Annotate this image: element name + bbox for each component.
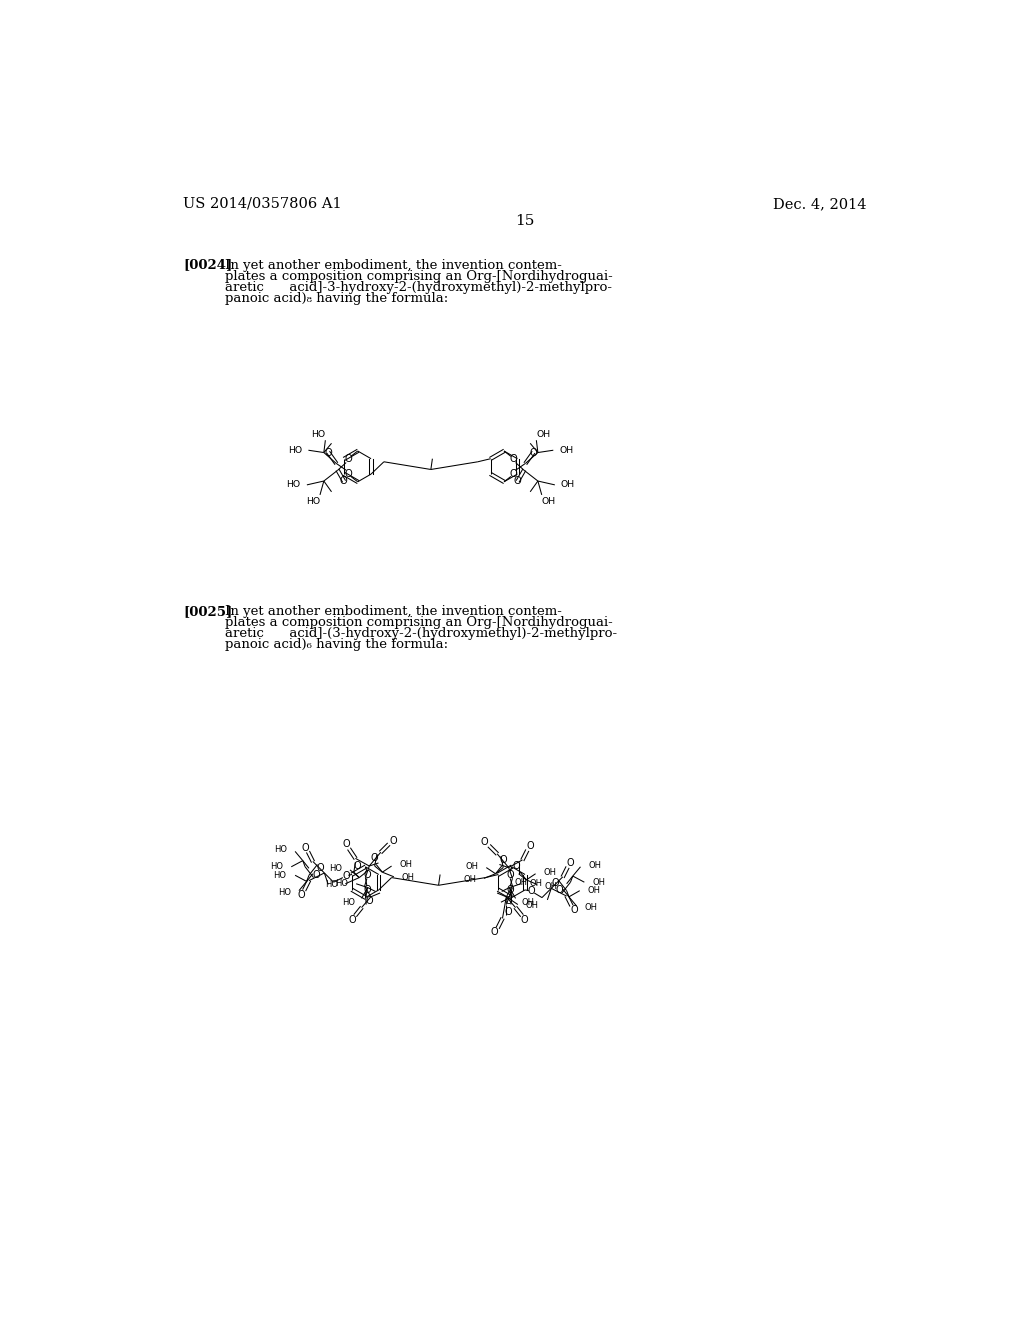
Text: aretic      acid]-(3-hydroxy-2-(hydroxymethyl)-2-methylpro-: aretic acid]-(3-hydroxy-2-(hydroxymethyl… — [225, 627, 617, 640]
Text: OH: OH — [529, 879, 543, 888]
Text: HO: HO — [330, 863, 342, 873]
Text: [0025]: [0025] — [183, 605, 232, 618]
Text: OH: OH — [521, 898, 535, 907]
Text: OH: OH — [466, 862, 478, 870]
Text: OH: OH — [561, 480, 575, 490]
Text: O: O — [366, 896, 373, 907]
Text: HO: HO — [306, 496, 319, 506]
Text: HO: HO — [335, 879, 348, 888]
Text: O: O — [513, 861, 520, 871]
Text: HO: HO — [273, 871, 287, 879]
Text: O: O — [509, 454, 517, 463]
Text: O: O — [551, 878, 559, 888]
Text: OH: OH — [537, 430, 551, 440]
Text: O: O — [342, 871, 350, 880]
Text: O: O — [529, 447, 538, 458]
Text: OH: OH — [588, 886, 600, 895]
Text: OH: OH — [399, 861, 413, 869]
Text: O: O — [301, 842, 309, 853]
Text: plates a composition comprising an Org-[Nordihydroguai-: plates a composition comprising an Org-[… — [225, 269, 613, 282]
Text: US 2014/0357806 A1: US 2014/0357806 A1 — [183, 197, 342, 211]
Text: O: O — [570, 906, 579, 915]
Text: O: O — [481, 837, 488, 847]
Text: OH: OH — [559, 446, 573, 454]
Text: O: O — [566, 858, 574, 869]
Text: HO: HO — [279, 888, 291, 896]
Text: O: O — [506, 884, 514, 895]
Text: 15: 15 — [515, 214, 535, 228]
Text: Dec. 4, 2014: Dec. 4, 2014 — [773, 197, 866, 211]
Text: O: O — [313, 870, 321, 879]
Text: O: O — [297, 890, 305, 899]
Text: O: O — [316, 862, 325, 873]
Text: O: O — [509, 469, 517, 479]
Text: O: O — [555, 884, 563, 895]
Text: panoic acid)₈ having the formula:: panoic acid)₈ having the formula: — [225, 292, 449, 305]
Text: O: O — [345, 454, 352, 463]
Text: O: O — [389, 836, 397, 846]
Text: HO: HO — [269, 862, 283, 871]
Text: OH: OH — [542, 496, 556, 506]
Text: HO: HO — [342, 898, 355, 907]
Text: OH: OH — [525, 900, 539, 909]
Text: OH: OH — [544, 867, 556, 876]
Text: O: O — [353, 861, 360, 871]
Text: OH: OH — [463, 875, 476, 884]
Text: O: O — [340, 477, 348, 486]
Text: O: O — [506, 870, 514, 879]
Text: HO: HO — [288, 446, 302, 454]
Text: plates a composition comprising an Org-[Nordihydroguai-: plates a composition comprising an Org-[… — [225, 616, 613, 630]
Text: O: O — [364, 870, 371, 879]
Text: O: O — [527, 887, 535, 896]
Text: O: O — [490, 927, 499, 937]
Text: OH: OH — [585, 903, 597, 912]
Text: HO: HO — [287, 480, 301, 490]
Text: O: O — [504, 896, 512, 907]
Text: O: O — [371, 853, 379, 863]
Text: OH: OH — [593, 878, 606, 887]
Text: aretic      acid]-3-hydroxy-2-(hydroxymethyl)-2-methylpro-: aretic acid]-3-hydroxy-2-(hydroxymethyl)… — [225, 281, 612, 294]
Text: O: O — [325, 447, 333, 458]
Text: HO: HO — [311, 430, 326, 440]
Text: O: O — [342, 840, 350, 850]
Text: In yet another embodiment, the invention contem-: In yet another embodiment, the invention… — [225, 605, 562, 618]
Text: HO: HO — [274, 845, 288, 854]
Text: O: O — [526, 841, 534, 851]
Text: O: O — [345, 469, 352, 479]
Text: HO: HO — [325, 880, 338, 888]
Text: [0024]: [0024] — [183, 259, 232, 272]
Text: OH: OH — [515, 879, 527, 887]
Text: panoic acid)₆ having the formula:: panoic acid)₆ having the formula: — [225, 639, 449, 652]
Text: O: O — [364, 884, 371, 895]
Text: In yet another embodiment, the invention contem-: In yet another embodiment, the invention… — [225, 259, 562, 272]
Text: O: O — [500, 855, 507, 865]
Text: O: O — [505, 907, 512, 917]
Text: O: O — [514, 477, 522, 486]
Text: OH: OH — [545, 882, 558, 891]
Text: O: O — [348, 915, 356, 925]
Text: OH: OH — [401, 873, 415, 882]
Text: OH: OH — [588, 861, 601, 870]
Text: O: O — [521, 915, 528, 925]
